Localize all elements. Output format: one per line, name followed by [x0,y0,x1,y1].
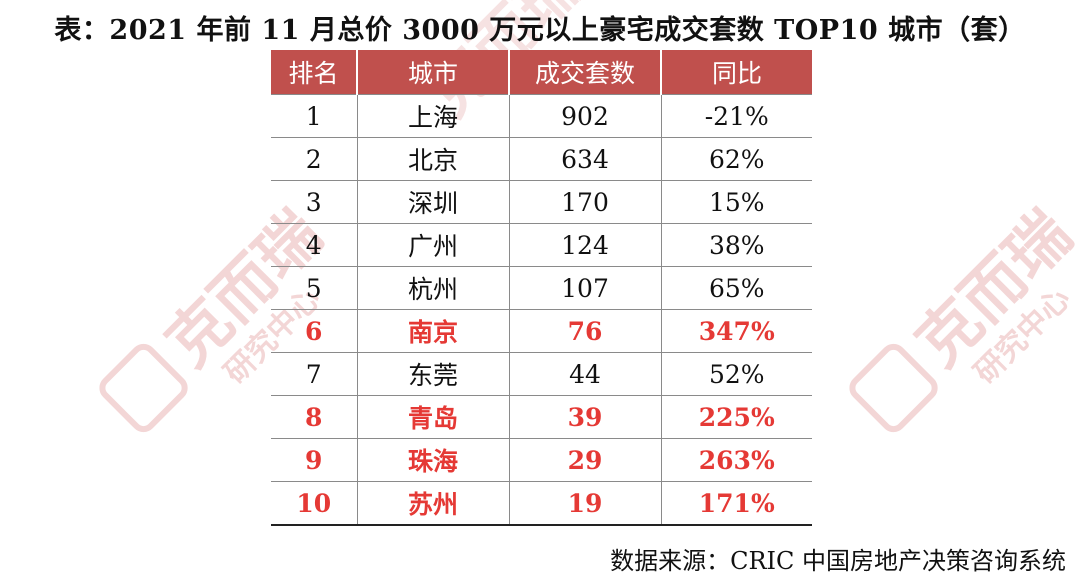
yoy-cell: 65% [661,266,812,310]
table-row: 10 苏州 19 171% [271,481,812,526]
rank-cell: 5 [271,266,358,310]
yoy-cell: 62% [661,137,812,181]
yoy-cell: 52% [661,352,812,396]
city-cell: 东莞 [357,352,510,396]
svg-text:研究中心: 研究中心 [968,281,1078,391]
count-cell: 124 [509,223,662,267]
header-count: 成交套数 [509,50,662,95]
header-rank: 排名 [271,50,358,95]
rank-cell: 4 [271,223,358,267]
rank-cell: 8 [271,395,358,439]
city-cell: 北京 [357,137,510,181]
city-cell: 青岛 [357,395,510,439]
city-cell: 深圳 [357,180,510,224]
rank-cell: 10 [271,481,358,526]
count-cell: 39 [509,395,662,439]
yoy-cell: 38% [661,223,812,267]
count-cell: 107 [509,266,662,310]
count-cell: 19 [509,481,662,526]
count-cell: 170 [509,180,662,224]
table-row: 5 杭州 107 65% [271,266,812,310]
city-cell: 苏州 [357,481,510,526]
city-cell: 杭州 [357,266,510,310]
header-city: 城市 [357,50,510,95]
table-row: 7 东莞 44 52% [271,352,812,396]
rank-cell: 3 [271,180,358,224]
rank-cell: 7 [271,352,358,396]
city-cell: 上海 [357,94,510,138]
count-cell: 634 [509,137,662,181]
table-row: 2 北京 634 62% [271,137,812,181]
table-row: 9 珠海 29 263% [271,438,812,482]
table-row: 8 青岛 39 225% [271,395,812,439]
city-cell: 珠海 [357,438,510,482]
yoy-cell: 15% [661,180,812,224]
data-source: 数据来源：CRIC 中国房地产决策咨询系统 [610,547,1066,575]
count-cell: 44 [509,352,662,396]
rank-cell: 9 [271,438,358,482]
count-cell: 902 [509,94,662,138]
yoy-cell: -21% [661,94,812,138]
table-row: 6 南京 76 347% [271,309,812,353]
rank-cell: 6 [271,309,358,353]
watermark-logo: 克而瑞 研究中心 [849,197,1080,433]
count-cell: 29 [509,438,662,482]
svg-text:克而瑞: 克而瑞 [902,197,1080,380]
rank-cell: 1 [271,94,358,138]
table-header-row: 排名 城市 成交套数 同比 [271,50,812,95]
table-row: 1 上海 902 -21% [271,94,812,138]
yoy-cell: 171% [661,481,812,526]
ranking-table: 排名 城市 成交套数 同比 1 上海 902 -21% 2 北京 634 62% 3 深圳 170 1… [271,50,812,526]
table-row: 4 广州 124 38% [271,223,812,267]
yoy-cell: 347% [661,309,812,353]
table-title: 表：2021 年前 11 月总价 3000 万元以上豪宅成交套数 TOP10 城… [54,15,1026,46]
city-cell: 广州 [357,223,510,267]
count-cell: 76 [509,309,662,353]
yoy-cell: 225% [661,395,812,439]
table-row: 3 深圳 170 15% [271,180,812,224]
yoy-cell: 263% [661,438,812,482]
city-cell: 南京 [357,309,510,353]
rank-cell: 2 [271,137,358,181]
header-yoy: 同比 [661,50,812,95]
